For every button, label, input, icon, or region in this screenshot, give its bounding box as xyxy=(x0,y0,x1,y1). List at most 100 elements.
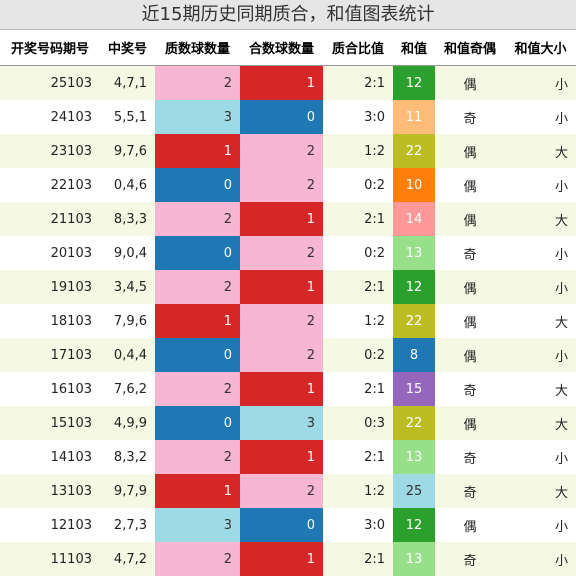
table-cell: 2:1 xyxy=(364,75,385,91)
table-cell: 2 xyxy=(240,474,323,508)
table-cell: 23103 xyxy=(50,143,92,159)
table-cell: 15103 xyxy=(50,415,92,431)
table-cell: 5,5,1 xyxy=(113,109,147,125)
table-cell: 奇 xyxy=(463,111,477,127)
table-cell: 1:2 xyxy=(364,143,385,159)
column-header: 质数球数量 xyxy=(155,30,240,66)
table-cell: 25103 xyxy=(50,75,92,91)
table-cell: 小 xyxy=(554,349,568,365)
table-cell: 1 xyxy=(240,440,323,474)
header-row: 开奖号码期号 中奖号 质数球数量 合数球数量 质合比值 和值 和值奇偶 和值大小 xyxy=(0,30,576,66)
table-cell: 22 xyxy=(393,406,435,440)
table-row: 19103 3,4,5 2 1 2:1 12 偶 小 xyxy=(0,270,576,304)
table-cell: 2:1 xyxy=(364,279,385,295)
table-cell: 9,7,9 xyxy=(113,483,147,499)
table-cell: 0 xyxy=(155,338,240,372)
table-cell: 1 xyxy=(240,270,323,304)
table-cell: 19103 xyxy=(50,279,92,295)
table-cell: 8,3,2 xyxy=(113,449,147,465)
table-cell: 偶 xyxy=(463,77,477,93)
table-cell: 10 xyxy=(393,168,435,202)
table-cell: 0:2 xyxy=(364,177,385,193)
table-body: 25103 4,7,1 2 1 2:1 12 偶小 24103 5,5,1 3 0 3:0 11 奇小 23… xyxy=(0,65,576,576)
table-cell: 20103 xyxy=(50,245,92,261)
table-cell: 偶 xyxy=(463,281,477,297)
table-cell: 1 xyxy=(155,304,240,338)
table-cell: 12 xyxy=(393,65,435,100)
table-cell: 0,4,6 xyxy=(113,177,147,193)
table-cell: 11 xyxy=(393,100,435,134)
table-cell: 2 xyxy=(240,304,323,338)
table-cell: 偶 xyxy=(463,179,477,195)
table-cell: 13 xyxy=(393,542,435,576)
table-cell: 7,6,2 xyxy=(113,381,147,397)
table-cell: 3:0 xyxy=(364,109,385,125)
table-cell: 0:3 xyxy=(364,415,385,431)
table-cell: 2 xyxy=(155,542,240,576)
table-cell: 大 xyxy=(554,485,568,501)
table-cell: 小 xyxy=(554,111,568,127)
table-row: 24103 5,5,1 3 0 3:0 11 奇 小 xyxy=(0,100,576,134)
table-cell: 17103 xyxy=(50,347,92,363)
table-cell: 1:2 xyxy=(364,313,385,329)
column-header: 合数球数量 xyxy=(240,30,323,66)
column-header: 和值 xyxy=(393,30,435,66)
table-cell: 大 xyxy=(554,417,568,433)
table-row: 23103 9,7,6 1 2 1:2 22 偶 大 xyxy=(0,134,576,168)
table-cell: 25 xyxy=(393,474,435,508)
table-cell: 8,3,3 xyxy=(113,211,147,227)
table-cell: 12 xyxy=(393,270,435,304)
table-cell: 9,0,4 xyxy=(113,245,147,261)
table-row: 11103 4,7,2 2 1 2:1 13 奇 小 xyxy=(0,542,576,576)
table-cell: 小 xyxy=(554,247,568,263)
table-cell: 0 xyxy=(240,100,323,134)
table-cell: 1 xyxy=(240,202,323,236)
table-cell: 0:2 xyxy=(364,347,385,363)
table-cell: 13103 xyxy=(50,483,92,499)
table-cell: 1 xyxy=(240,542,323,576)
table-cell: 奇 xyxy=(463,451,477,467)
table-cell: 22103 xyxy=(50,177,92,193)
table-cell: 小 xyxy=(554,553,568,569)
table-row: 17103 0,4,4 0 2 0:2 8 偶 小 xyxy=(0,338,576,372)
table-cell: 7,9,6 xyxy=(113,313,147,329)
table-cell: 9,7,6 xyxy=(113,143,147,159)
table-cell: 3:0 xyxy=(364,517,385,533)
table-cell: 偶 xyxy=(463,213,477,229)
table-cell: 8 xyxy=(393,338,435,372)
table-row: 15103 4,9,9 0 3 0:3 22 偶 大 xyxy=(0,406,576,440)
table-cell: 奇 xyxy=(463,247,477,263)
table-row: 21103 8,3,3 2 1 2:1 14 偶 大 xyxy=(0,202,576,236)
table-cell: 1 xyxy=(240,65,323,100)
table-cell: 4,9,9 xyxy=(113,415,147,431)
table-cell: 小 xyxy=(554,451,568,467)
table-cell: 大 xyxy=(554,383,568,399)
table-cell: 小 xyxy=(554,77,568,93)
table-cell: 大 xyxy=(554,213,568,229)
table-row: 14103 8,3,2 2 1 2:1 13 奇 小 xyxy=(0,440,576,474)
table-cell: 0 xyxy=(155,236,240,270)
table-cell: 2:1 xyxy=(364,449,385,465)
table-cell: 奇 xyxy=(463,383,477,399)
table-cell: 奇 xyxy=(463,485,477,501)
column-header: 和值大小 xyxy=(505,30,576,66)
table-cell: 大 xyxy=(554,145,568,161)
table-cell: 2,7,3 xyxy=(113,517,147,533)
table-row: 18103 7,9,6 1 2 1:2 22 偶 大 xyxy=(0,304,576,338)
table-cell: 0 xyxy=(155,168,240,202)
table-cell: 24103 xyxy=(50,109,92,125)
table-cell: 22 xyxy=(393,304,435,338)
table-cell: 12 xyxy=(393,508,435,542)
table-cell: 1:2 xyxy=(364,483,385,499)
table-cell: 11103 xyxy=(50,551,92,567)
table-cell: 22 xyxy=(393,134,435,168)
table-cell: 0,4,4 xyxy=(113,347,147,363)
table-cell: 4,7,2 xyxy=(113,551,147,567)
table-cell: 3 xyxy=(155,508,240,542)
table-row: 20103 9,0,4 0 2 0:2 13 奇 小 xyxy=(0,236,576,270)
table-row: 12103 2,7,3 3 0 3:0 12 偶 小 xyxy=(0,508,576,542)
table-cell: 16103 xyxy=(50,381,92,397)
table-row: 22103 0,4,6 0 2 0:2 10 偶 小 xyxy=(0,168,576,202)
table-cell: 1 xyxy=(240,372,323,406)
table-cell: 2 xyxy=(155,65,240,100)
